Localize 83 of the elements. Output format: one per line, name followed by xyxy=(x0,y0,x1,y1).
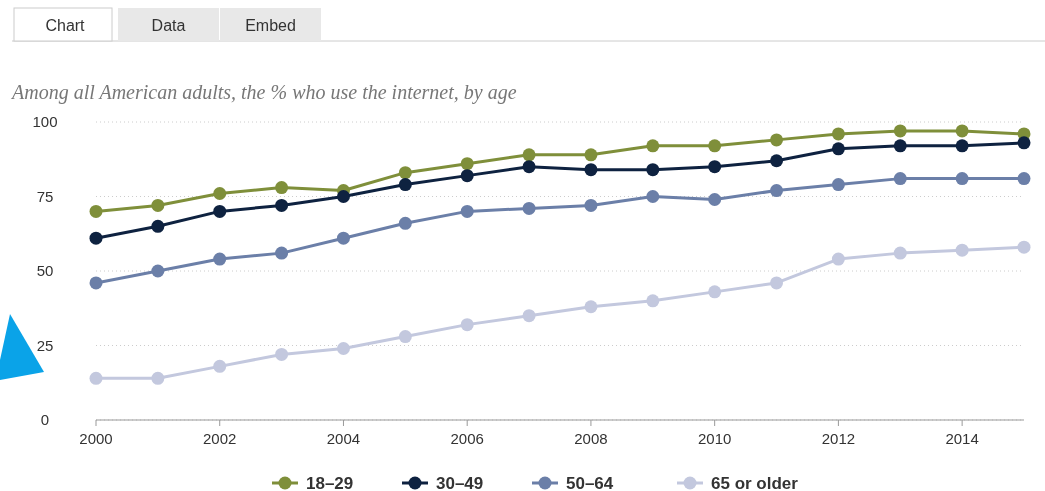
point xyxy=(708,139,722,153)
point xyxy=(275,347,289,361)
point xyxy=(460,318,474,332)
point xyxy=(893,139,907,153)
point xyxy=(213,359,227,373)
point xyxy=(151,371,165,385)
point xyxy=(955,139,969,153)
point xyxy=(522,201,536,215)
point xyxy=(336,190,350,203)
x-tick-label: 2010 xyxy=(697,430,732,447)
point xyxy=(213,204,227,218)
point xyxy=(336,231,350,245)
point xyxy=(646,190,660,203)
legend-label: 30–49 xyxy=(436,474,484,491)
text: Embed xyxy=(245,17,296,34)
point xyxy=(398,330,412,344)
point xyxy=(831,142,845,156)
point xyxy=(770,276,784,290)
point xyxy=(1017,172,1031,186)
point xyxy=(398,178,412,192)
text: Data xyxy=(151,17,186,34)
point xyxy=(89,231,103,245)
legend-label: 65 or older xyxy=(711,474,799,491)
x-tick-label: 2014 xyxy=(945,430,979,447)
point xyxy=(955,124,969,138)
x-tick-label: 2012 xyxy=(821,430,856,447)
point xyxy=(646,139,660,153)
x-tick-label: 2002 xyxy=(203,430,237,447)
point xyxy=(955,243,969,257)
y-tick-label: 100 xyxy=(32,113,58,130)
point xyxy=(708,192,722,206)
y-tick-label: 0 xyxy=(40,411,50,428)
point xyxy=(1017,240,1031,254)
point xyxy=(275,198,289,212)
point xyxy=(831,252,845,266)
point xyxy=(708,285,722,299)
point xyxy=(831,127,845,141)
point xyxy=(460,169,474,183)
point xyxy=(213,187,227,201)
point xyxy=(89,204,103,218)
point xyxy=(893,124,907,138)
point xyxy=(275,246,289,260)
point xyxy=(460,204,474,218)
point xyxy=(460,157,474,171)
point xyxy=(584,148,598,162)
point xyxy=(770,133,784,147)
x-tick-label: 2006 xyxy=(450,430,484,447)
point xyxy=(89,276,103,290)
legend-label: 50–64 xyxy=(566,474,614,491)
chart-title: Among all American adults, the % who use the internet, by age xyxy=(10,81,517,104)
x-tick-label: 2000 xyxy=(79,430,113,447)
point xyxy=(398,216,412,230)
point xyxy=(89,371,103,385)
point xyxy=(398,166,412,180)
point xyxy=(893,246,907,260)
point xyxy=(955,172,969,186)
y-tick-label: 25 xyxy=(36,336,54,354)
text: Chart xyxy=(45,17,86,34)
point xyxy=(770,184,784,198)
point xyxy=(336,341,350,355)
point xyxy=(522,160,536,174)
point xyxy=(584,163,598,177)
point xyxy=(770,154,784,168)
point xyxy=(522,148,536,162)
point xyxy=(831,178,845,192)
x-tick-label: 2004 xyxy=(326,430,361,447)
y-tick-label: 50 xyxy=(36,262,54,279)
legend-label: 18–29 xyxy=(306,474,354,491)
point xyxy=(584,300,598,314)
point xyxy=(151,264,165,278)
point xyxy=(151,198,165,212)
point xyxy=(151,219,165,233)
point xyxy=(522,309,536,323)
x-tick-label: 2008 xyxy=(574,430,608,447)
point xyxy=(893,172,907,186)
point xyxy=(213,252,227,266)
point xyxy=(646,294,660,308)
point xyxy=(584,198,598,212)
point xyxy=(1017,136,1031,150)
point xyxy=(646,163,660,177)
y-tick-label: 75 xyxy=(36,187,54,205)
point xyxy=(275,181,289,195)
point xyxy=(708,160,722,174)
